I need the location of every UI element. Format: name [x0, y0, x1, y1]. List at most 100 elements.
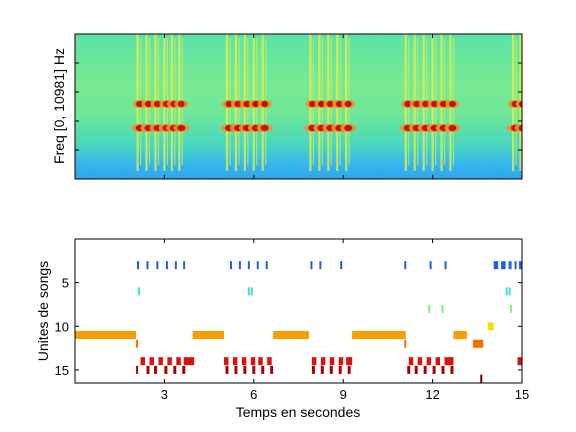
unit-mark — [183, 261, 186, 270]
unit-mark — [250, 287, 253, 296]
unit-mark — [174, 261, 177, 270]
unit-mark — [247, 287, 250, 296]
unit-mark — [156, 261, 159, 270]
unit-mark — [311, 365, 315, 374]
unit-mark — [340, 261, 343, 270]
unit-mark — [514, 261, 517, 270]
unit-mark — [417, 357, 423, 366]
song-units-panel: 3 6 9 12 15 5 10 15 Unites de songs Temps en se… — [35, 238, 529, 420]
unit-mark — [480, 374, 483, 383]
unit-mark — [329, 365, 333, 374]
unit-mark — [252, 365, 256, 374]
x-tick-label: 9 — [340, 387, 347, 402]
unit-mark — [338, 357, 344, 366]
spectrogram-ylabel: Freq [0, 10981] Hz — [51, 48, 67, 164]
unit-mark — [338, 365, 342, 374]
unit-mark — [153, 365, 157, 374]
unit-mark — [75, 331, 137, 339]
spectrogram-call — [256, 34, 273, 171]
unit-mark — [136, 365, 139, 374]
x-tick-label: 3 — [161, 387, 168, 402]
unit-mark — [329, 357, 335, 366]
unit-mark — [487, 322, 494, 331]
spectrogram-frame — [74, 33, 523, 180]
unit-mark — [146, 261, 149, 270]
unit-mark — [441, 304, 444, 313]
unit-mark — [453, 331, 467, 339]
unit-mark — [310, 261, 313, 270]
y-tick-label: 10 — [55, 319, 69, 334]
unit-mark — [243, 365, 247, 374]
spectrogram-call — [173, 34, 190, 171]
unit-mark — [423, 365, 427, 374]
unit-mark — [414, 365, 418, 374]
unit-mark — [429, 261, 432, 270]
unit-mark — [136, 339, 139, 348]
unit-mark — [265, 261, 268, 270]
unit-mark — [493, 261, 499, 270]
spectrogram-call — [331, 34, 348, 171]
unit-mark — [404, 339, 407, 348]
unit-mark — [517, 357, 522, 366]
x-tick-label: 15 — [515, 387, 529, 402]
unit-mark — [320, 365, 324, 374]
unit-mark — [182, 365, 186, 374]
x-tick-label: 6 — [250, 387, 257, 402]
unit-mark — [519, 261, 522, 270]
unit-mark — [165, 261, 168, 270]
unit-mark — [250, 357, 256, 366]
unit-mark — [261, 365, 265, 374]
unit-mark — [173, 365, 177, 374]
unit-mark — [225, 365, 229, 374]
unit-mark — [229, 261, 232, 270]
unit-mark — [472, 339, 484, 348]
spectrogram-call — [514, 34, 522, 171]
unit-mark — [432, 365, 436, 374]
unit-mark — [224, 357, 229, 366]
unit-mark — [501, 261, 506, 270]
x-tick-label: 12 — [425, 387, 439, 402]
unit-mark — [319, 261, 322, 270]
unit-mark — [311, 357, 317, 366]
unit-mark — [426, 357, 432, 366]
song-units-ylabel: Unites de songs — [35, 261, 51, 361]
unit-mark — [435, 357, 441, 366]
unit-mark — [138, 287, 141, 296]
unit-mark — [241, 357, 247, 366]
unit-mark — [158, 357, 163, 366]
unit-mark — [444, 357, 454, 366]
unit-mark — [192, 331, 224, 339]
unit-mark — [320, 357, 326, 366]
unit-mark — [510, 304, 513, 313]
unit-mark — [256, 261, 259, 270]
unit-mark — [232, 357, 238, 366]
song-units-frame — [74, 238, 523, 384]
unit-mark — [352, 331, 406, 339]
unit-mark — [428, 304, 431, 313]
unit-mark — [408, 357, 414, 366]
spectrogram-ticks — [75, 34, 523, 179]
unit-mark — [270, 365, 274, 374]
unit-mark — [238, 261, 241, 270]
unit-mark — [140, 357, 146, 366]
unit-mark — [505, 287, 508, 296]
song-units-marks — [75, 261, 522, 383]
unit-mark — [346, 357, 353, 366]
unit-mark — [508, 261, 512, 270]
spectrogram-call — [340, 34, 357, 171]
spectrogram-call — [322, 34, 339, 171]
unit-mark — [234, 365, 238, 374]
y-tick-label: 5 — [62, 276, 69, 291]
unit-mark — [136, 261, 139, 270]
unit-mark — [450, 365, 454, 374]
y-tick-label: 15 — [55, 363, 69, 378]
unit-mark — [146, 365, 150, 374]
unit-mark — [258, 357, 263, 366]
unit-mark — [508, 287, 511, 296]
unit-mark — [407, 365, 411, 374]
unit-mark — [164, 365, 168, 374]
unit-mark — [347, 365, 351, 374]
unit-mark — [273, 331, 309, 339]
unit-mark — [176, 357, 181, 366]
